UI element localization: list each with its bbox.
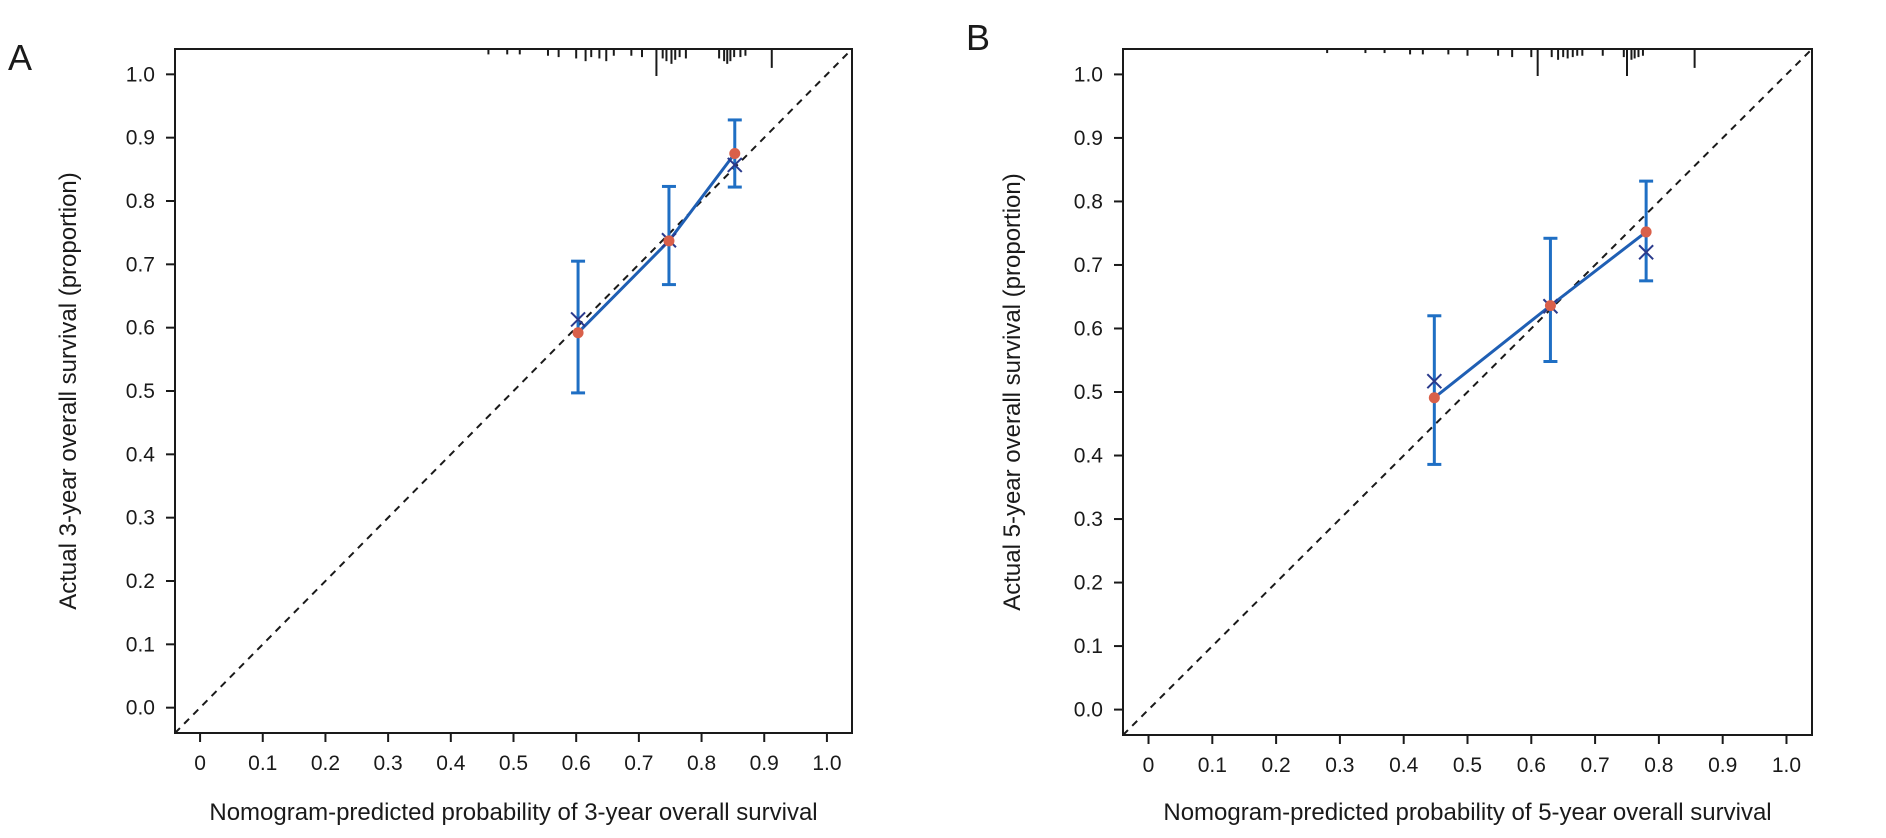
y-tick-label: 0.2: [1074, 572, 1103, 595]
x-tick-label: 0.9: [750, 752, 779, 775]
corrected-point-marker: [727, 157, 743, 173]
y-tick-label: 0.3: [1074, 508, 1103, 531]
y-tick-label: 0.0: [126, 697, 155, 720]
corrected-point-marker: [570, 311, 586, 328]
x-tick-label: 0.5: [499, 752, 528, 775]
y-tick-label: 1.0: [126, 63, 155, 86]
y-tick-label: 0.9: [1074, 127, 1103, 150]
observed-point: [1544, 300, 1556, 312]
y-axis-title: Actual 3-year overall survival (proporti…: [55, 172, 82, 610]
panel-label: B: [966, 17, 990, 58]
panel-label: A: [8, 37, 32, 78]
y-tick-label: 0.6: [1074, 317, 1103, 340]
panel-b: B 0 0.1 0.2 0.3 0.4 0.5 0.6 0.7 0.8 0.9 1.0 0.0 0.1 0.…: [966, 17, 1813, 826]
observed-point: [729, 148, 741, 159]
y-tick-label: 0.0: [1074, 699, 1103, 722]
y-tick-label: 0.1: [126, 633, 155, 656]
y-tick-label: 0.8: [126, 190, 155, 213]
y-tick-label: 0.4: [1074, 445, 1104, 468]
x-tick-label: 0.4: [436, 752, 466, 775]
y-tick-label: 0.9: [126, 127, 155, 150]
y-tick-label: 0.4: [126, 443, 156, 466]
y-tick-label: 0.7: [126, 253, 155, 276]
y-tick-label: 0.8: [1074, 190, 1103, 213]
x-tick-label: 0.2: [311, 752, 340, 775]
corrected-point-marker: [1426, 373, 1443, 389]
x-tick-label: 0.6: [1517, 754, 1546, 777]
y-tick-label: 0.1: [1074, 635, 1103, 658]
panel-a: A 0 0.1 0.2 0.3 0.4 0.5 0.6 0.7 0.8 0.9 1.0 0.0 0.1 0.…: [8, 37, 853, 826]
observed-point: [1640, 226, 1652, 238]
y-tick-label: 0.6: [126, 317, 155, 340]
y-axis-title: Actual 5-year overall survival (proporti…: [999, 173, 1026, 611]
x-tick-label: 0.7: [1580, 754, 1609, 777]
x-tick-label: 0.6: [562, 752, 591, 775]
y-tick-label: 0.2: [126, 570, 155, 593]
x-tick-label: 1.0: [1772, 754, 1801, 777]
observed-point: [1428, 392, 1440, 404]
x-tick-label: 0.8: [1644, 754, 1673, 777]
calibration-line: [1433, 230, 1648, 399]
x-tick-label: 0.1: [1198, 754, 1227, 777]
x-tick-label: 0.3: [1325, 754, 1354, 777]
observed-point: [663, 235, 675, 247]
x-tick-label: 0.5: [1453, 754, 1482, 777]
x-tick-label: 0.2: [1262, 754, 1291, 777]
x-tick-label: 0: [1143, 754, 1155, 777]
x-tick-label: 0.8: [687, 752, 716, 775]
x-tick-label: 1.0: [812, 752, 841, 775]
reference-diagonal-line: [174, 48, 853, 734]
observed-point: [572, 327, 584, 339]
x-tick-label: 0.9: [1708, 754, 1737, 777]
x-axis-title: Nomogram-predicted probability of 3-year…: [209, 799, 817, 826]
x-tick-label: 0.1: [248, 752, 277, 775]
x-tick-label: 0.7: [624, 752, 653, 775]
calibration-line: [576, 152, 736, 334]
x-axis-title: Nomogram-predicted probability of 5-year…: [1163, 799, 1771, 826]
x-tick-label: 0: [194, 752, 206, 775]
reference-diagonal-line: [1122, 48, 1813, 736]
y-tick-label: 1.0: [1074, 63, 1103, 86]
corrected-point-marker: [1638, 244, 1654, 260]
y-tick-label: 0.5: [1074, 381, 1103, 404]
x-tick-label: 0.3: [374, 752, 403, 775]
y-tick-label: 0.7: [1074, 254, 1103, 277]
x-tick-label: 0.4: [1389, 754, 1419, 777]
y-tick-label: 0.3: [126, 507, 155, 530]
y-tick-label: 0.5: [126, 380, 155, 403]
